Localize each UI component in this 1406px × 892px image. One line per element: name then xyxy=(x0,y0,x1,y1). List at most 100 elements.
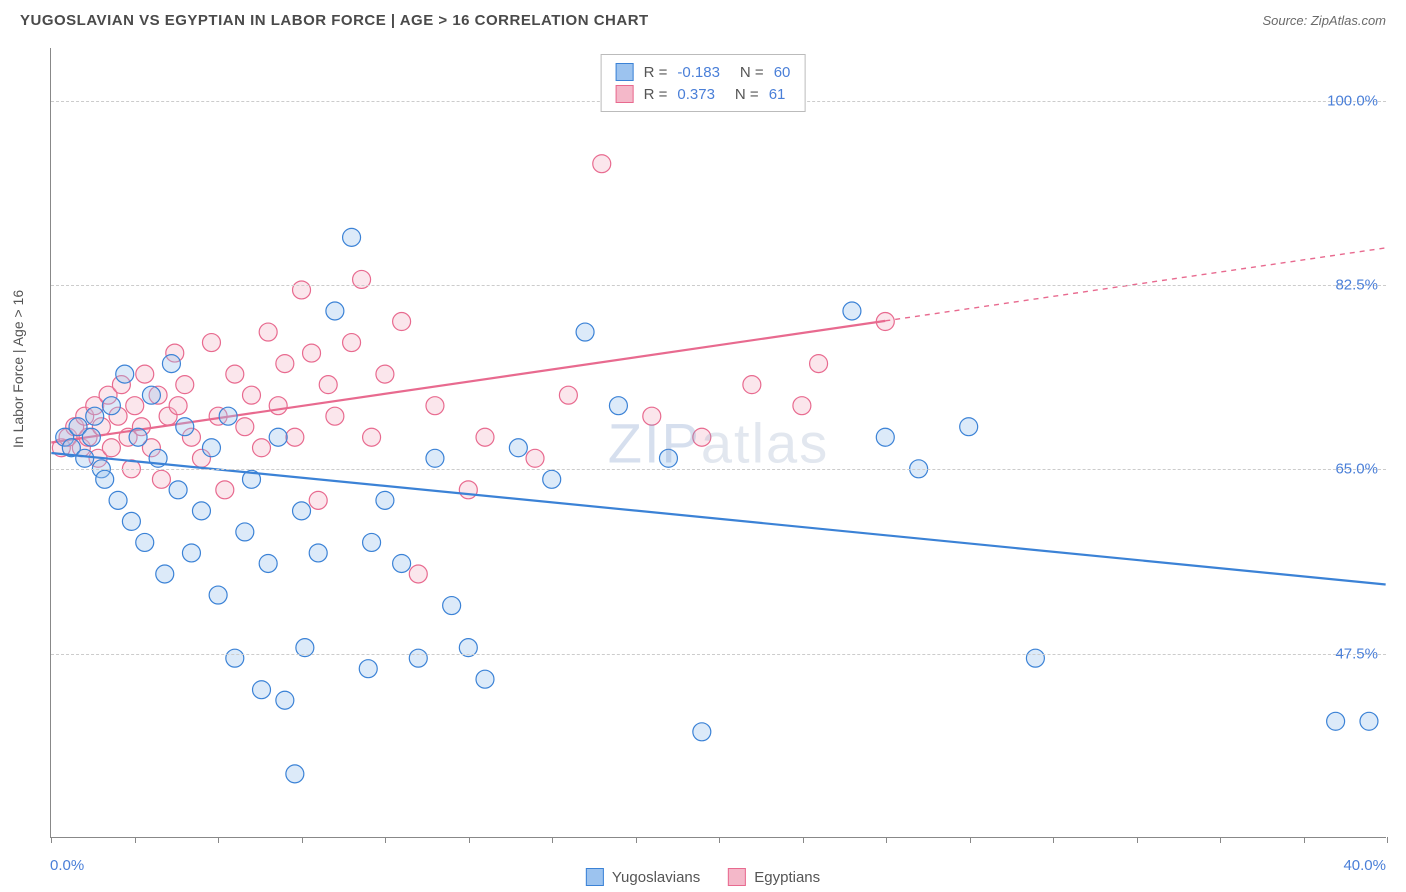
gridline xyxy=(51,469,1386,470)
scatter-point xyxy=(659,449,677,467)
x-tick xyxy=(719,837,720,843)
scatter-point xyxy=(293,502,311,520)
scatter-point xyxy=(426,397,444,415)
scatter-point xyxy=(102,439,120,457)
scatter-point xyxy=(269,428,287,446)
scatter-point xyxy=(182,544,200,562)
scatter-point xyxy=(476,428,494,446)
scatter-point xyxy=(226,649,244,667)
scatter-point xyxy=(609,397,627,415)
scatter-point xyxy=(286,765,304,783)
scatter-point xyxy=(426,449,444,467)
scatter-point xyxy=(559,386,577,404)
x-tick xyxy=(218,837,219,843)
legend-label-yugoslavians: Yugoslavians xyxy=(612,869,700,886)
y-axis-title: In Labor Force | Age > 16 xyxy=(10,290,26,448)
scatter-point xyxy=(253,681,271,699)
scatter-point xyxy=(509,439,527,457)
scatter-point xyxy=(102,397,120,415)
legend-label-egyptians: Egyptians xyxy=(754,869,820,886)
scatter-point xyxy=(243,386,261,404)
scatter-point xyxy=(169,397,187,415)
x-tick xyxy=(1053,837,1054,843)
scatter-point xyxy=(409,565,427,583)
scatter-point xyxy=(162,355,180,373)
scatter-point xyxy=(443,597,461,615)
chart-title: YUGOSLAVIAN VS EGYPTIAN IN LABOR FORCE |… xyxy=(20,12,649,29)
scatter-point xyxy=(269,397,287,415)
y-tick-label: 100.0% xyxy=(1327,92,1378,109)
swatch-yugoslavians xyxy=(616,63,634,81)
scatter-point xyxy=(393,313,411,331)
scatter-point xyxy=(122,512,140,530)
scatter-point xyxy=(526,449,544,467)
scatter-point xyxy=(376,365,394,383)
scatter-point xyxy=(1360,712,1378,730)
x-tick xyxy=(1137,837,1138,843)
scatter-point xyxy=(393,554,411,572)
x-tick xyxy=(636,837,637,843)
scatter-point xyxy=(363,533,381,551)
x-tick xyxy=(469,837,470,843)
scatter-point xyxy=(693,723,711,741)
scatter-point xyxy=(202,439,220,457)
scatter-point xyxy=(253,439,271,457)
scatter-point xyxy=(236,418,254,436)
scatter-point xyxy=(303,344,321,362)
stats-row-egyptians: R =0.373 N =61 xyxy=(616,83,791,105)
scatter-point xyxy=(376,491,394,509)
legend: Yugoslavians Egyptians xyxy=(586,868,820,886)
scatter-point xyxy=(409,649,427,667)
scatter-point xyxy=(293,281,311,299)
scatter-point xyxy=(236,523,254,541)
scatter-point xyxy=(152,470,170,488)
scatter-point xyxy=(136,365,154,383)
scatter-point xyxy=(309,491,327,509)
scatter-point xyxy=(259,323,277,341)
scatter-point xyxy=(136,533,154,551)
scatter-point xyxy=(116,365,134,383)
scatter-point xyxy=(343,228,361,246)
scatter-point xyxy=(169,481,187,499)
legend-item-egyptians: Egyptians xyxy=(728,868,820,886)
x-tick xyxy=(1304,837,1305,843)
x-axis-min-label: 0.0% xyxy=(50,857,84,874)
scatter-point xyxy=(960,418,978,436)
scatter-point xyxy=(593,155,611,173)
scatter-point xyxy=(843,302,861,320)
scatter-point xyxy=(326,302,344,320)
scatter-point xyxy=(156,565,174,583)
stats-row-yugoslavians: R =-0.183 N =60 xyxy=(616,61,791,83)
scatter-point xyxy=(319,376,337,394)
scatter-point xyxy=(343,334,361,352)
scatter-point xyxy=(126,397,144,415)
scatter-point xyxy=(226,365,244,383)
scatter-point xyxy=(576,323,594,341)
scatter-point xyxy=(109,491,127,509)
x-tick xyxy=(385,837,386,843)
scatter-point xyxy=(476,670,494,688)
y-tick-label: 65.0% xyxy=(1335,461,1378,478)
scatter-point xyxy=(543,470,561,488)
legend-item-yugoslavians: Yugoslavians xyxy=(586,868,700,886)
scatter-point xyxy=(743,376,761,394)
x-tick xyxy=(970,837,971,843)
scatter-point xyxy=(276,691,294,709)
scatter-point xyxy=(129,428,147,446)
source-attribution: Source: ZipAtlas.com xyxy=(1262,13,1386,28)
scatter-point xyxy=(286,428,304,446)
scatter-point xyxy=(176,376,194,394)
scatter-point xyxy=(96,470,114,488)
legend-swatch-egyptians xyxy=(728,868,746,886)
scatter-point xyxy=(86,407,104,425)
scatter-plot-svg xyxy=(51,48,1386,837)
x-tick xyxy=(302,837,303,843)
correlation-stats-box: R =-0.183 N =60 R =0.373 N =61 xyxy=(601,54,806,112)
legend-swatch-yugoslavians xyxy=(586,868,604,886)
y-tick-label: 47.5% xyxy=(1335,645,1378,662)
gridline xyxy=(51,285,1386,286)
chart-plot-area: ZIPatlas 47.5%65.0%82.5%100.0% xyxy=(50,48,1386,838)
scatter-point xyxy=(176,418,194,436)
scatter-point xyxy=(216,481,234,499)
x-tick xyxy=(51,837,52,843)
